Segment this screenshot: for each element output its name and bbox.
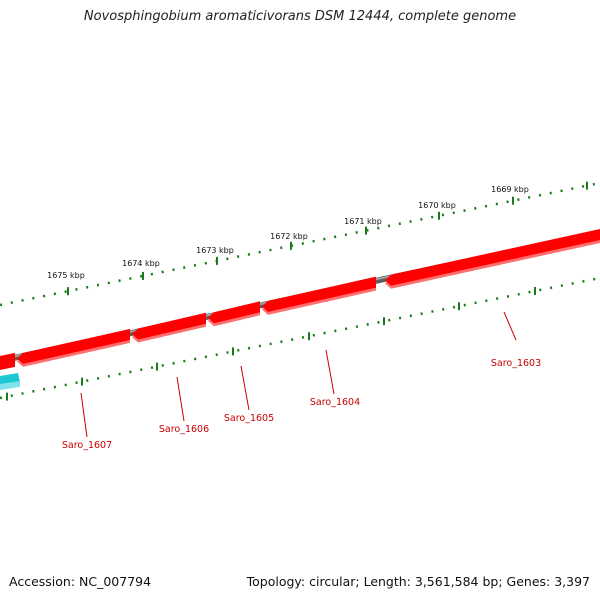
leader-line xyxy=(176,376,185,422)
kbp-label: 1674 kbp xyxy=(122,259,160,268)
kbp-label: 1672 kbp xyxy=(270,232,308,241)
gene-label: Saro_1606 xyxy=(159,424,209,435)
outer-major-ticks xyxy=(67,181,588,296)
gene-label: Saro_1604 xyxy=(310,397,360,408)
gene-label: Saro_1603 xyxy=(491,358,541,369)
topology-text: Topology: circular; Length: 3,561,584 bp… xyxy=(246,574,590,589)
accession-text: Accession: NC_007794 xyxy=(9,574,152,589)
gene-features xyxy=(0,229,600,390)
gene-arrow-saro_1605 xyxy=(208,301,260,327)
gene-arrow-reverse-fragment xyxy=(0,373,20,390)
gene-arrow-saro_1603 xyxy=(385,229,600,289)
gene-arrow-fragment xyxy=(0,352,15,370)
kbp-label: 1671 kbp xyxy=(344,217,382,226)
kbp-label: 1673 kbp xyxy=(196,246,234,255)
leader-line xyxy=(80,392,88,438)
gene-arrow-saro_1606 xyxy=(132,312,206,343)
kbp-labels: 1675 kbp 1674 kbp 1673 kbp 1672 kbp 1671 kbp… xyxy=(47,185,529,280)
map-title: Novosphingobium aromaticivorans DSM 1244… xyxy=(83,9,517,24)
kbp-label: 1675 kbp xyxy=(47,271,85,280)
gene-labels: Saro_1603 Saro_1604 Saro_1605 Saro_1606 Saro… xyxy=(62,311,541,451)
kbp-label: 1670 kbp xyxy=(418,201,456,210)
leader-line xyxy=(240,365,250,411)
outer-ruler xyxy=(0,181,600,307)
gene-arrow-saro_1604 xyxy=(262,276,376,315)
inner-major-ticks xyxy=(6,287,536,401)
gene-label: Saro_1607 xyxy=(62,440,112,451)
leader-line xyxy=(503,311,517,341)
gene-arrow-saro_1607 xyxy=(17,328,130,367)
leader-line xyxy=(325,349,335,395)
gene-label: Saro_1605 xyxy=(224,413,274,424)
kbp-label: 1669 kbp xyxy=(491,185,529,194)
